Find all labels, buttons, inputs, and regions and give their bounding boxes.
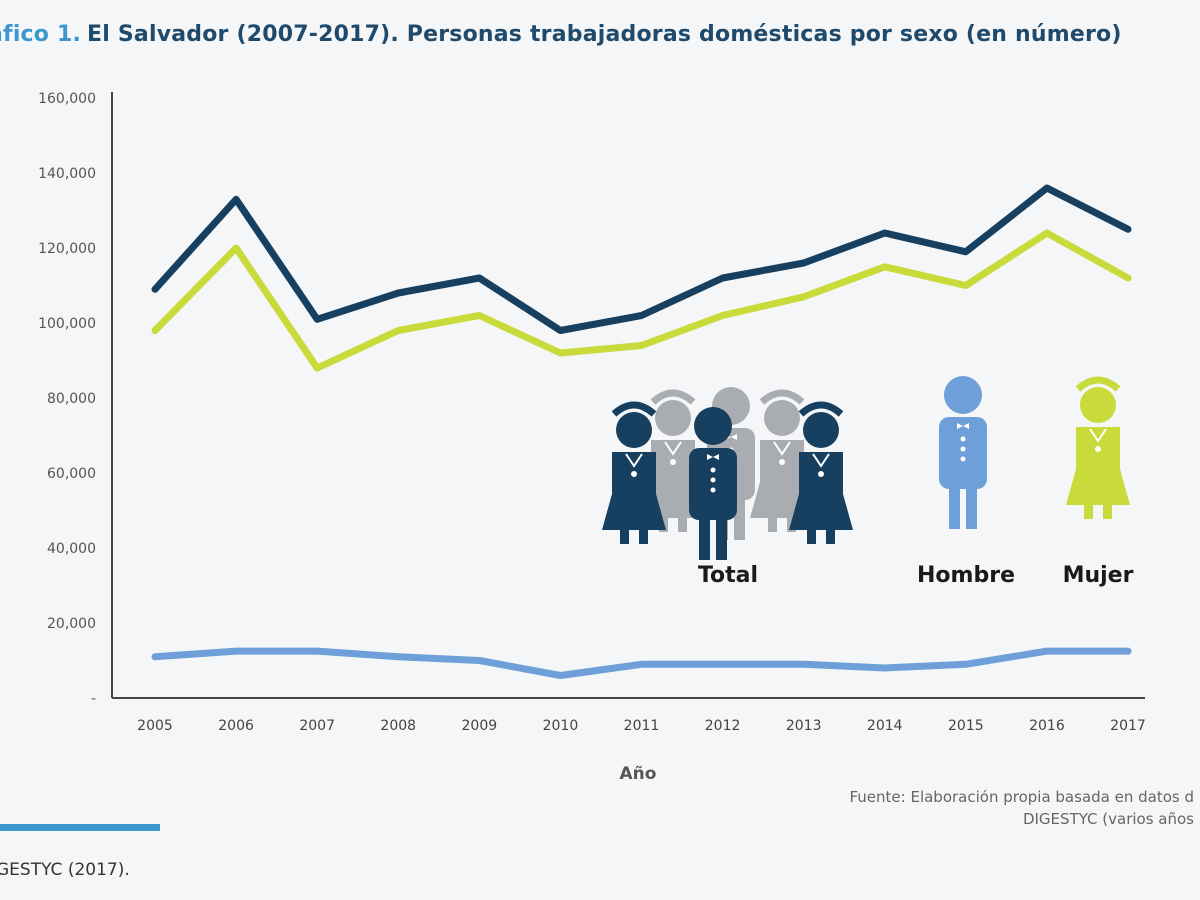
chart-legend: Total Hombre Mujer bbox=[602, 376, 1134, 588]
x-tick-label: 2012 bbox=[705, 718, 741, 734]
x-tick-label: 2014 bbox=[867, 718, 903, 734]
chart-title-text: El Salvador (2007-2017). Personas trabaj… bbox=[87, 22, 1122, 47]
accent-divider bbox=[0, 824, 160, 831]
series-line-total bbox=[151, 184, 1132, 334]
x-tick-label: 2008 bbox=[380, 718, 416, 734]
x-tick-label: 2007 bbox=[299, 718, 335, 734]
y-tick-label: 100,000 bbox=[38, 316, 96, 332]
x-tick-label: 2017 bbox=[1110, 718, 1146, 734]
x-axis-title: Año bbox=[620, 764, 657, 784]
x-tick-label: 2013 bbox=[786, 718, 822, 734]
x-tick-label: 2009 bbox=[462, 718, 498, 734]
legend-label-total: Total bbox=[698, 563, 758, 588]
source-note: Fuente: Elaboración propia basada en dat… bbox=[849, 786, 1194, 830]
y-tick-label: 60,000 bbox=[47, 466, 96, 482]
footer-note: GESTYC (2017). bbox=[0, 860, 130, 880]
chart-axes: - 20,000 40,000 60,000 80,000 100,000 120,000 1… bbox=[38, 91, 1146, 784]
chart-lines bbox=[151, 184, 1132, 679]
x-tick-label: 2016 bbox=[1029, 718, 1065, 734]
x-tick-label: 2006 bbox=[218, 718, 254, 734]
y-tick-label: 140,000 bbox=[38, 166, 96, 182]
series-line-mujer bbox=[151, 229, 1132, 372]
source-line-1: Fuente: Elaboración propia basada en dat… bbox=[849, 788, 1194, 806]
x-tick-label: 2005 bbox=[137, 718, 173, 734]
source-line-2: DIGESTYC (varios años bbox=[1022, 810, 1194, 828]
y-tick-label: - bbox=[91, 691, 96, 707]
chart-title: áfico 1.El Salvador (2007-2017). Persona… bbox=[0, 22, 1122, 47]
y-tick-label: 120,000 bbox=[38, 241, 96, 257]
series-line-hombre bbox=[151, 647, 1132, 679]
legend-label-mujer: Mujer bbox=[1063, 563, 1134, 588]
legend-label-hombre: Hombre bbox=[917, 563, 1015, 588]
man-icon bbox=[939, 376, 987, 529]
y-tick-label: 160,000 bbox=[38, 91, 96, 107]
chart-title-number: áfico 1. bbox=[0, 22, 82, 47]
people-group-icon bbox=[602, 387, 853, 560]
woman-icon bbox=[1066, 376, 1130, 519]
y-tick-label: 20,000 bbox=[47, 616, 96, 632]
group-woman-dark-icon bbox=[789, 401, 853, 544]
group-man-dark-icon bbox=[689, 407, 737, 560]
y-tick-label: 80,000 bbox=[47, 391, 96, 407]
group-woman-dark-icon bbox=[602, 401, 666, 544]
x-tick-label: 2011 bbox=[624, 718, 660, 734]
y-tick-label: 40,000 bbox=[47, 541, 96, 557]
x-tick-label: 2010 bbox=[543, 718, 579, 734]
x-tick-label: 2015 bbox=[948, 718, 984, 734]
